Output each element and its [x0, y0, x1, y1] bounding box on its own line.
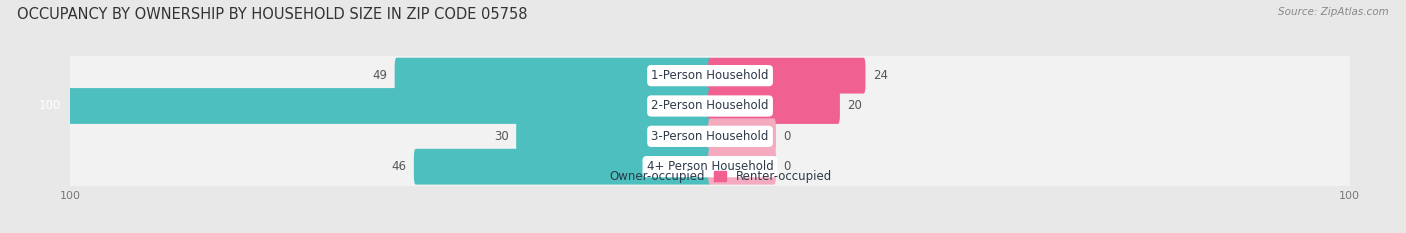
- Text: 24: 24: [873, 69, 889, 82]
- FancyBboxPatch shape: [413, 149, 711, 185]
- FancyBboxPatch shape: [709, 149, 776, 185]
- FancyBboxPatch shape: [395, 58, 711, 93]
- Text: 4+ Person Household: 4+ Person Household: [647, 160, 773, 173]
- FancyBboxPatch shape: [516, 118, 711, 154]
- Text: 2-Person Household: 2-Person Household: [651, 99, 769, 113]
- Text: 49: 49: [373, 69, 387, 82]
- Text: 46: 46: [391, 160, 406, 173]
- Text: 30: 30: [494, 130, 509, 143]
- Text: Source: ZipAtlas.com: Source: ZipAtlas.com: [1278, 7, 1389, 17]
- FancyBboxPatch shape: [709, 88, 839, 124]
- Text: 3-Person Household: 3-Person Household: [651, 130, 769, 143]
- FancyBboxPatch shape: [67, 109, 1353, 163]
- FancyBboxPatch shape: [67, 140, 1353, 194]
- Text: 0: 0: [783, 160, 792, 173]
- FancyBboxPatch shape: [69, 88, 711, 124]
- Text: 20: 20: [848, 99, 862, 113]
- Text: 1-Person Household: 1-Person Household: [651, 69, 769, 82]
- FancyBboxPatch shape: [709, 118, 776, 154]
- Text: 100: 100: [38, 99, 60, 113]
- Text: 0: 0: [783, 130, 792, 143]
- Legend: Owner-occupied, Renter-occupied: Owner-occupied, Renter-occupied: [588, 170, 832, 183]
- FancyBboxPatch shape: [67, 49, 1353, 103]
- Text: OCCUPANCY BY OWNERSHIP BY HOUSEHOLD SIZE IN ZIP CODE 05758: OCCUPANCY BY OWNERSHIP BY HOUSEHOLD SIZE…: [17, 7, 527, 22]
- FancyBboxPatch shape: [67, 79, 1353, 133]
- FancyBboxPatch shape: [709, 58, 866, 93]
